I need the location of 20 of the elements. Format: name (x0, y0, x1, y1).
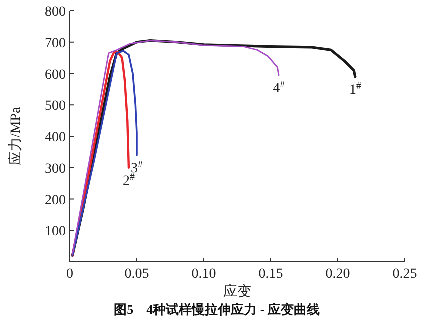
x-axis-title: 应变 (224, 284, 252, 300)
y-tick-label: 100 (45, 224, 66, 240)
series-label: 4$^{#}$ (273, 78, 286, 96)
text: 图5 4种试样慢拉伸应力 - 应变曲线 (114, 302, 320, 317)
y-tick-label: 400 (45, 130, 66, 146)
y-tick-label: 200 (45, 193, 66, 208)
x-tick-label: 0.15 (258, 267, 284, 282)
y-tick-label: 300 (45, 162, 66, 177)
x-tick-label: 0 (66, 267, 74, 282)
y-tick-label: 500 (45, 99, 66, 114)
y-axis-title: 应力/MPa (8, 106, 24, 166)
line-series (72, 40, 280, 255)
y-tick-label: 800 (45, 5, 66, 20)
x-tick-label: 0.05 (124, 267, 150, 282)
y-tick-label: 600 (45, 68, 66, 83)
series-label: 1$^{#}$ (349, 80, 362, 98)
y-tick-label: 700 (45, 36, 66, 52)
x-tick-label: 0.20 (326, 267, 350, 282)
x-tick-label: 0.10 (192, 267, 216, 282)
x-tick-label: 0.25 (392, 267, 418, 282)
